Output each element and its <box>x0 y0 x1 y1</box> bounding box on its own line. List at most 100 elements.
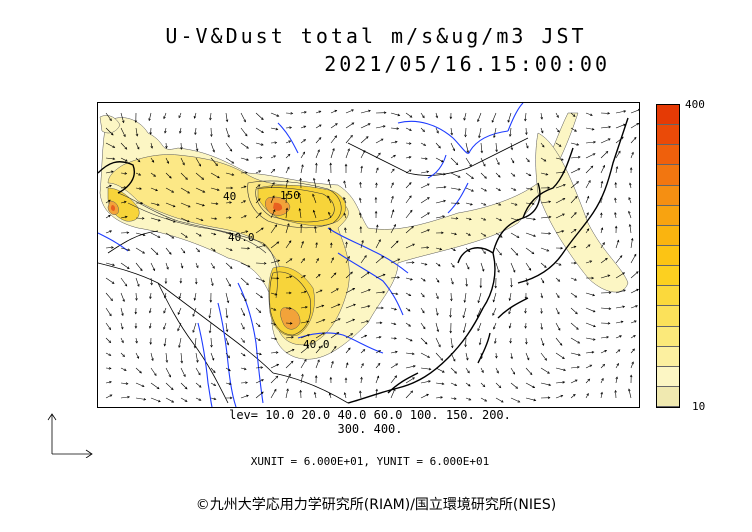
contour-label-40a: 40.0 <box>228 231 255 244</box>
wind-vector-head <box>435 313 439 316</box>
wind-vector <box>435 215 445 219</box>
wind-vector <box>480 232 486 237</box>
wind-vector <box>405 277 413 280</box>
wind-vector-head <box>367 123 371 126</box>
wind-vector <box>435 157 444 163</box>
wind-vector-head <box>590 165 594 169</box>
wind-vector <box>615 306 625 309</box>
wind-vector-head <box>450 298 453 302</box>
wind-vector-head <box>148 325 152 329</box>
wind-vector <box>360 166 363 174</box>
wind-vector-head <box>327 178 331 182</box>
wind-vector <box>510 262 516 273</box>
wind-vector <box>150 142 153 149</box>
wind-vector <box>105 112 112 121</box>
wind-vector-head <box>245 171 248 174</box>
wind-vector <box>120 262 130 269</box>
wind-vector <box>255 142 264 146</box>
wind-vector-head <box>193 345 197 349</box>
wind-vector <box>210 277 214 286</box>
wind-vector-head <box>477 119 480 123</box>
wind-vector <box>360 272 370 279</box>
wind-vector <box>285 307 292 309</box>
wind-vector <box>240 337 245 343</box>
wind-vector <box>477 112 482 122</box>
wind-vector-head <box>394 336 397 340</box>
wind-vector <box>270 292 277 296</box>
wind-vector <box>585 351 594 354</box>
wind-vector-head <box>409 115 413 118</box>
wind-vector <box>480 187 487 192</box>
wind-vector <box>405 377 415 384</box>
wind-vector <box>405 142 412 144</box>
wind-vector <box>105 142 115 148</box>
wind-vector-head <box>217 175 220 179</box>
wind-vector-head <box>343 180 346 184</box>
wind-vector-head <box>123 368 127 371</box>
wind-vector-head <box>616 239 620 243</box>
wind-vector <box>240 112 246 122</box>
wind-vector-head <box>499 252 502 256</box>
wind-vector <box>105 367 112 369</box>
wind-vector <box>255 170 261 174</box>
wind-vector <box>315 124 322 129</box>
wind-vector-head <box>462 315 466 319</box>
wind-vector-head <box>480 150 484 154</box>
wind-vector-head <box>142 233 146 237</box>
wind-vector-head <box>478 342 482 346</box>
wind-vector <box>465 277 468 287</box>
wind-vector-head <box>109 313 112 317</box>
wind-vector <box>420 262 427 265</box>
wind-vector <box>450 382 457 386</box>
wind-vector-head <box>229 248 233 251</box>
wind-vector-head <box>322 319 326 322</box>
wind-vector <box>555 322 561 331</box>
wind-vector-head <box>328 211 331 215</box>
wind-vector-head <box>391 182 394 186</box>
wind-vector <box>600 336 609 339</box>
wind-vector-head <box>577 365 580 369</box>
wind-vector-head <box>289 275 293 279</box>
wind-vector-head <box>216 188 220 191</box>
wind-vector-head <box>529 372 533 376</box>
wind-vector-head <box>169 175 172 179</box>
wind-vector-head <box>574 278 577 281</box>
wind-vector-head <box>172 220 176 223</box>
wind-vector-head <box>302 151 306 155</box>
wind-vector <box>135 217 145 219</box>
wind-vector <box>390 307 397 310</box>
wind-vector <box>570 156 581 159</box>
wind-vector-head <box>524 310 527 314</box>
wind-vector <box>555 292 560 298</box>
wind-vector <box>120 172 127 174</box>
wind-vector <box>330 148 335 159</box>
wind-vector <box>164 292 167 298</box>
wind-vector-head <box>332 148 335 151</box>
wind-vector-head <box>614 181 618 185</box>
wind-vector <box>585 153 596 159</box>
wind-vector-head <box>380 138 384 142</box>
wind-vector <box>570 352 581 356</box>
wind-vector <box>477 307 482 317</box>
wind-vector-head <box>246 394 249 398</box>
wind-vector <box>390 240 399 249</box>
wind-vector <box>255 157 262 159</box>
wind-vector <box>405 112 413 118</box>
wind-vector-head <box>556 115 559 119</box>
wind-vector-head <box>302 258 305 261</box>
colorbar-step <box>657 326 679 347</box>
wind-vector <box>330 288 339 294</box>
wind-vector <box>165 217 176 223</box>
wind-vector-head <box>336 288 339 291</box>
wind-vector-head <box>382 290 386 294</box>
wind-vector-head <box>410 390 414 394</box>
wind-vector <box>165 397 174 403</box>
wind-vector <box>165 367 171 378</box>
wind-vector-head <box>484 399 488 402</box>
wind-vector-head <box>245 230 249 234</box>
wind-vector <box>465 127 467 137</box>
wind-vector <box>285 336 294 339</box>
wind-vector <box>150 202 160 206</box>
wind-vector <box>255 352 262 355</box>
wind-vector <box>195 247 200 253</box>
